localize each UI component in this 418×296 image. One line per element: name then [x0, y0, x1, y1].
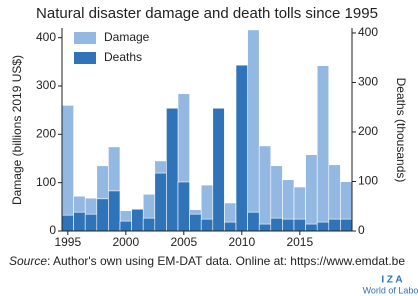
bar — [340, 218, 353, 232]
source-text: : Author's own using EM-DAT data. Online… — [47, 254, 405, 268]
legend-swatch — [74, 32, 96, 44]
bar — [224, 221, 237, 232]
bar — [247, 211, 260, 232]
y2-tick-label: 200 — [358, 124, 378, 138]
bar — [212, 107, 225, 232]
x-tick-label: 2010 — [228, 235, 255, 249]
y2-tick-label: 100 — [358, 174, 378, 188]
y-tick-label: 200 — [36, 127, 56, 141]
logo-name: World of Labor — [363, 285, 418, 295]
bar — [177, 181, 190, 232]
x-tick-label: 1995 — [54, 235, 81, 249]
bar — [142, 217, 156, 232]
y-tick-label: 0 — [49, 223, 56, 237]
bar — [258, 223, 272, 232]
y-tick-label: 400 — [36, 30, 56, 44]
bar — [84, 213, 98, 232]
chart-title: Natural disaster damage and death tolls … — [36, 5, 378, 22]
x-tick-label: 2000 — [112, 235, 139, 249]
x-tick-label: 2005 — [170, 235, 197, 249]
bar — [270, 217, 283, 232]
bar — [305, 154, 318, 232]
bar — [154, 172, 167, 232]
y2-tick-label: 300 — [358, 75, 378, 89]
bar — [131, 208, 144, 232]
logo-mark: I Z A — [381, 275, 402, 286]
bar — [166, 107, 179, 232]
bar — [108, 190, 121, 232]
bar — [293, 218, 306, 232]
source-label: Source — [9, 254, 47, 268]
y-axis-label: Damage (billions 2019 US$) — [10, 55, 24, 205]
bar — [61, 105, 74, 232]
bar — [189, 213, 202, 232]
bar — [316, 221, 330, 232]
bar — [247, 29, 260, 232]
source-note: Source: Author's own using EM-DAT data. … — [9, 254, 405, 268]
bar — [282, 218, 295, 232]
bar — [119, 220, 132, 232]
bar — [258, 145, 272, 232]
y-tick-label: 100 — [36, 175, 56, 189]
bar — [316, 65, 330, 232]
bar — [73, 211, 86, 232]
y2-tick-label: 400 — [358, 25, 378, 39]
y-tick-label: 300 — [36, 78, 56, 92]
bar — [61, 214, 74, 232]
bar — [96, 198, 109, 232]
x-tick-label: 2015 — [286, 235, 313, 249]
bar — [328, 218, 341, 232]
legend-label: Damage — [104, 30, 150, 44]
bar — [200, 218, 214, 232]
y2-tick-label: 0 — [358, 223, 365, 237]
y2-axis-label: Deaths (thousands) — [394, 78, 408, 183]
bar — [305, 223, 318, 232]
bar — [235, 64, 248, 232]
legend-swatch — [74, 52, 96, 64]
legend-label: Deaths — [104, 50, 142, 64]
